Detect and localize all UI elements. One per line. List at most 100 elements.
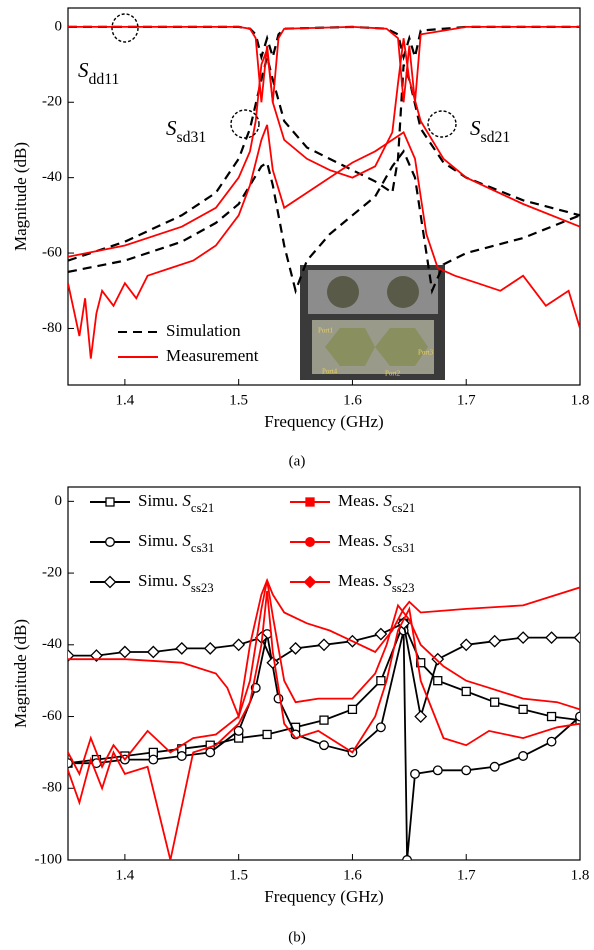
inset-label: Port2	[385, 370, 401, 378]
x-tick-label: 1.8	[571, 867, 590, 883]
marker	[488, 634, 502, 648]
marker	[573, 631, 580, 645]
marker	[319, 740, 329, 751]
series-line	[68, 580, 580, 777]
legend-label: Simulation	[166, 321, 241, 340]
y-axis-label: Magnitude (dB)	[11, 142, 30, 251]
series-line	[68, 621, 580, 717]
series-line	[68, 590, 580, 860]
legend-label: Meas. Sss23	[338, 571, 415, 595]
marker	[118, 645, 132, 659]
y-tick-label: -60	[42, 244, 62, 260]
marker	[459, 638, 473, 652]
plot-area: Port1 Port4 Port2 Port3	[68, 25, 580, 380]
marker	[319, 715, 329, 725]
y-tick-label: -20	[42, 565, 62, 581]
marker	[461, 686, 471, 697]
y-tick-label: 0	[55, 18, 63, 34]
marker	[105, 497, 115, 507]
marker	[289, 641, 302, 655]
x-tick-label: 1.7	[457, 392, 476, 408]
x-tick-label: 1.8	[571, 392, 590, 408]
marker	[232, 638, 246, 652]
marker	[546, 711, 557, 722]
series-line	[68, 25, 580, 62]
legend-label: Simu. Sss23	[138, 571, 214, 595]
legend-label: Meas. Scs21	[338, 491, 415, 515]
series-line	[68, 149, 580, 295]
marker	[103, 575, 117, 589]
marker	[203, 641, 217, 655]
y-tick-label: 0	[55, 493, 63, 509]
inset-disk	[387, 276, 419, 308]
annotation: Sdd11	[78, 58, 119, 88]
marker	[374, 627, 388, 641]
marker	[490, 697, 500, 707]
marker	[305, 497, 315, 507]
x-tick-label: 1.6	[343, 392, 362, 408]
x-tick-label: 1.7	[457, 867, 476, 883]
marker	[347, 704, 358, 715]
legend-label: Simu. Scs21	[138, 491, 214, 515]
y-tick-label: -20	[42, 94, 62, 110]
caption: (b)	[288, 929, 306, 945]
series-line	[68, 577, 580, 720]
y-tick-label: -100	[35, 851, 63, 867]
annotation-circle	[111, 13, 139, 43]
inset-label: Port4	[322, 368, 338, 376]
series-line	[68, 25, 580, 103]
annotation: Ssd21	[470, 116, 510, 146]
y-tick-label: -40	[42, 636, 62, 652]
legend-label: Simu. Scs31	[138, 531, 214, 555]
marker	[433, 676, 443, 686]
series-line	[68, 124, 580, 359]
marker	[146, 645, 160, 659]
inset-patch	[325, 328, 375, 366]
marker	[176, 751, 187, 761]
marker	[148, 754, 159, 765]
marker	[266, 656, 280, 670]
x-axis-label: Frequency (GHz)	[264, 412, 383, 431]
marker	[431, 652, 445, 666]
marker	[518, 751, 529, 761]
annotation-circle	[427, 110, 457, 138]
annotation-circle	[230, 109, 260, 139]
series-line	[68, 620, 580, 765]
marker	[305, 537, 315, 547]
x-tick-label: 1.6	[343, 867, 362, 883]
marker	[68, 758, 73, 769]
marker	[402, 855, 413, 860]
x-tick-label: 1.4	[116, 867, 135, 883]
marker	[376, 676, 386, 686]
plot-frame	[67, 7, 581, 386]
marker	[375, 722, 386, 733]
inset-disk	[327, 276, 359, 308]
caption: (a)	[289, 453, 306, 469]
inset-patch	[375, 328, 428, 366]
y-tick-label: -40	[42, 169, 62, 185]
marker	[175, 641, 189, 655]
marker	[545, 631, 558, 645]
x-axis-label: Frequency (GHz)	[264, 887, 383, 906]
marker	[546, 736, 557, 747]
marker	[303, 575, 317, 589]
marker	[262, 729, 272, 740]
series-line	[68, 38, 580, 258]
y-tick-label: -80	[42, 320, 62, 336]
x-tick-label: 1.5	[229, 867, 248, 883]
inset-label: Port1	[318, 327, 334, 335]
marker	[414, 710, 428, 723]
y-tick-label: -60	[42, 708, 62, 724]
marker	[516, 631, 530, 645]
series-line	[68, 56, 580, 262]
marker	[317, 638, 331, 652]
marker	[233, 725, 244, 736]
marker	[205, 747, 216, 758]
plot-frame	[67, 486, 581, 861]
y-axis-label: Magnitude (dB)	[11, 619, 30, 728]
x-tick-label: 1.4	[116, 392, 135, 408]
marker	[432, 765, 443, 776]
marker	[461, 765, 472, 776]
x-tick-label: 1.5	[229, 392, 248, 408]
